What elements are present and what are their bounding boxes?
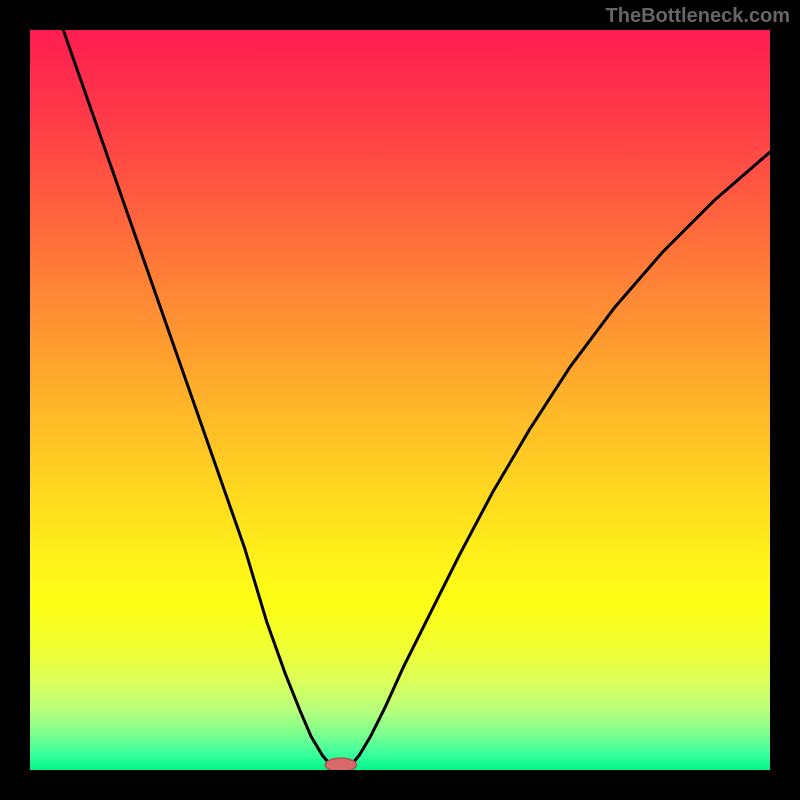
bottleneck-chart: [30, 30, 770, 770]
watermark-text: TheBottleneck.com: [606, 5, 790, 28]
chart-container: TheBottleneck.com: [0, 0, 800, 800]
chart-area: [30, 30, 770, 770]
